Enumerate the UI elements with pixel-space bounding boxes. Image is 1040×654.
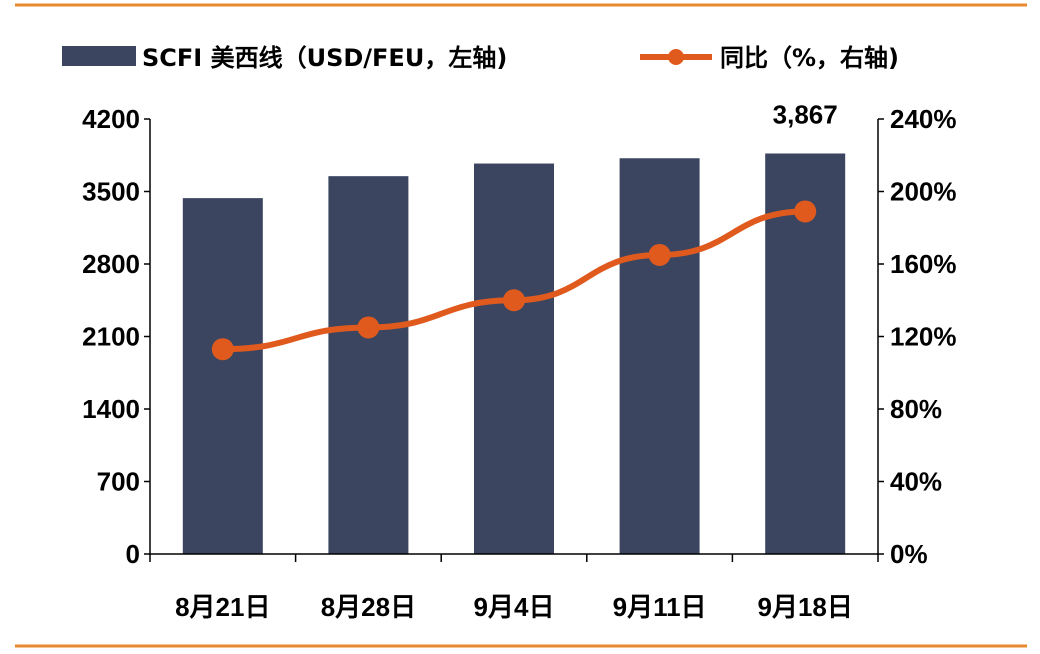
right-tick-label-6: 240% — [890, 104, 957, 134]
right-tick-label-5: 200% — [890, 177, 957, 207]
left-tick-label-1: 700 — [97, 467, 140, 497]
right-tick-label-1: 40% — [890, 467, 942, 497]
x-tick-label-0: 8月21日 — [175, 592, 270, 622]
yoy-point-3 — [648, 243, 671, 266]
left-tick-label-6: 4200 — [82, 104, 140, 134]
yoy-point-2 — [503, 289, 525, 312]
legend-line-marker — [668, 49, 684, 65]
left-tick-label-5: 3500 — [82, 177, 140, 207]
plot-area: 0 700 1400 2100 2800 3500 4200 0% 40% 80% 120% 160%… — [82, 99, 956, 622]
bar-0 — [182, 198, 263, 554]
left-tick-label-4: 2800 — [82, 249, 140, 279]
yoy-point-1 — [357, 316, 380, 339]
yoy-point-4 — [794, 200, 817, 223]
legend: SCFI 美西线（USD/FEU，左轴) 同比（%，右轴) — [62, 44, 899, 72]
left-tick-label-3: 2100 — [82, 322, 140, 352]
left-tick-label-0: 0 — [126, 539, 140, 569]
x-tick-label-3: 9月11日 — [613, 592, 707, 622]
bar-3 — [619, 158, 700, 554]
data-label-0: 3,867 — [773, 99, 838, 129]
right-tick-label-3: 120% — [890, 322, 957, 352]
right-tick-label-4: 160% — [890, 249, 957, 279]
left-tick-label-2: 1400 — [82, 394, 140, 424]
right-tick-label-0: 0% — [890, 539, 928, 569]
x-tick-label-2: 9月4日 — [474, 592, 555, 622]
bar-1 — [328, 176, 409, 554]
x-tick-label-1: 8月28日 — [321, 592, 416, 622]
x-tick-label-4: 9月18日 — [758, 592, 853, 622]
bar-2 — [474, 163, 554, 555]
legend-line-label: 同比（%，右轴) — [720, 44, 899, 72]
right-tick-label-2: 80% — [890, 394, 942, 424]
yoy-point-0 — [211, 338, 234, 361]
legend-bar-swatch — [62, 46, 136, 66]
legend-bar-label: SCFI 美西线（USD/FEU，左轴) — [142, 44, 507, 72]
